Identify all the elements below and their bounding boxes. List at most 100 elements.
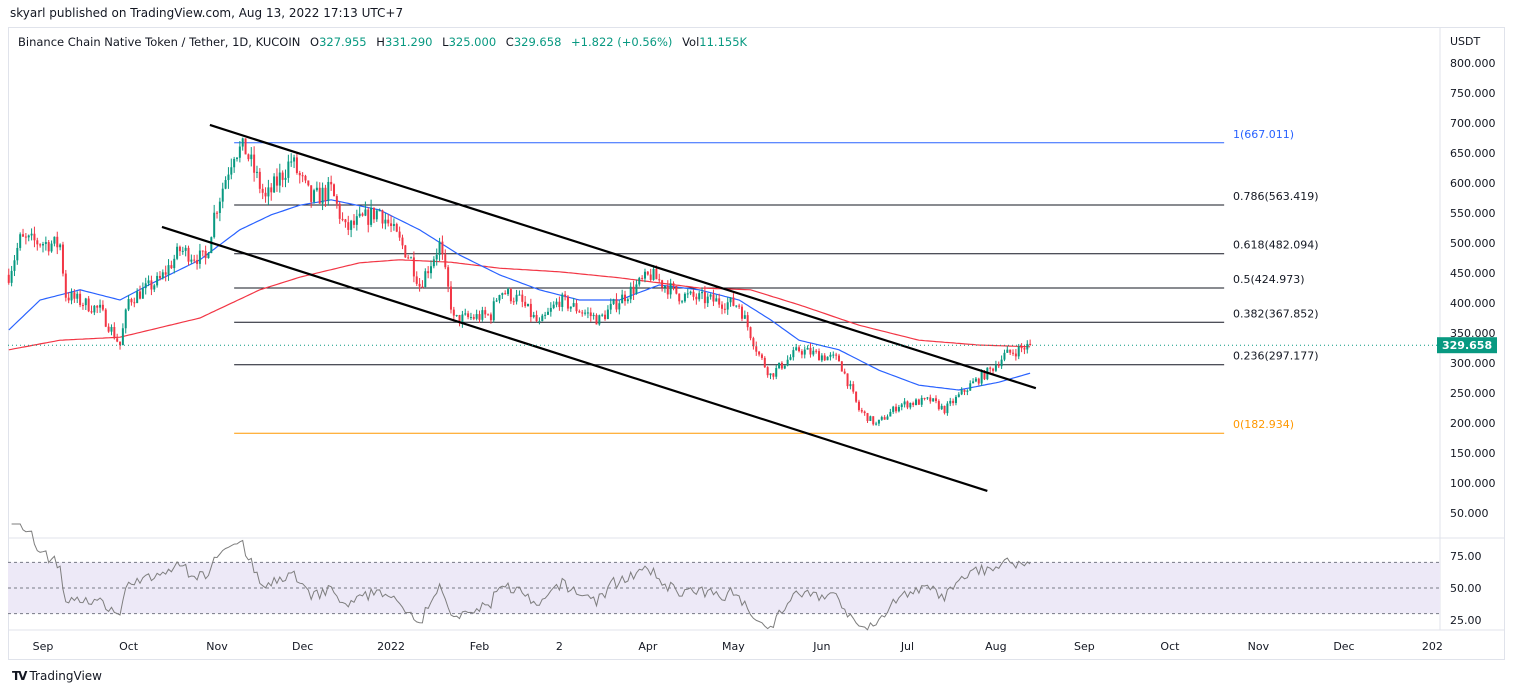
candle-body bbox=[829, 354, 832, 357]
candle-body bbox=[1026, 343, 1029, 350]
candle-body bbox=[27, 235, 30, 238]
candle-body bbox=[860, 410, 863, 412]
candle-body bbox=[253, 154, 256, 173]
candle-body bbox=[504, 293, 507, 295]
candle-body bbox=[912, 402, 915, 405]
candle-body bbox=[301, 175, 304, 177]
candle-body bbox=[390, 223, 393, 226]
candle-body bbox=[304, 175, 307, 181]
candle-body bbox=[877, 419, 880, 424]
open-label: O bbox=[310, 35, 320, 49]
candle-body bbox=[795, 347, 798, 351]
candle-body bbox=[59, 244, 62, 248]
candle-body bbox=[418, 283, 421, 287]
candle-body bbox=[201, 250, 204, 252]
candle-body bbox=[940, 405, 943, 410]
candle-body bbox=[236, 157, 239, 159]
candle-body bbox=[778, 362, 781, 369]
candle-body bbox=[444, 254, 447, 268]
candle-body bbox=[42, 244, 44, 246]
candle-body bbox=[61, 244, 64, 274]
candle-body bbox=[410, 257, 413, 259]
price-tick-label: 200.000 bbox=[1450, 417, 1496, 430]
candle-body bbox=[994, 365, 997, 371]
candle-body bbox=[946, 403, 949, 414]
candle-body bbox=[763, 357, 766, 368]
candle-body bbox=[564, 294, 567, 297]
time-tick-label: Jun bbox=[812, 640, 830, 653]
candle-body bbox=[281, 172, 284, 180]
candle-body bbox=[786, 359, 789, 366]
candle-body bbox=[81, 305, 84, 307]
time-tick-label: 202 bbox=[1422, 640, 1443, 653]
candle-body bbox=[932, 398, 935, 402]
candle-body bbox=[546, 311, 549, 315]
candle-body bbox=[566, 296, 569, 309]
candle-body bbox=[204, 250, 207, 259]
candle-body bbox=[501, 293, 504, 296]
fib-level-label: 0.236(297.177) bbox=[1233, 350, 1319, 363]
candle-body bbox=[158, 275, 161, 279]
candle-body bbox=[13, 260, 16, 271]
candle-body bbox=[224, 180, 227, 189]
rsi-line bbox=[11, 523, 1031, 631]
candle-body bbox=[190, 259, 193, 262]
candle-body bbox=[121, 328, 124, 346]
candle-body bbox=[275, 176, 278, 186]
candle-body bbox=[652, 268, 655, 280]
candle-body bbox=[198, 250, 201, 264]
candle-body bbox=[161, 272, 164, 279]
candle-body bbox=[290, 161, 293, 163]
candle-body bbox=[64, 273, 67, 298]
candle-body bbox=[387, 219, 390, 224]
high-number: 331.290 bbox=[384, 35, 433, 49]
candle-body bbox=[749, 327, 752, 339]
candle-body bbox=[949, 400, 952, 404]
candle-body bbox=[438, 241, 441, 255]
candle-body bbox=[338, 203, 341, 219]
candle-body bbox=[723, 308, 726, 310]
candle-body bbox=[698, 293, 701, 300]
trendline-lower-channel bbox=[161, 225, 988, 493]
price-tick-label: 550.000 bbox=[1450, 207, 1496, 220]
time-tick-label: Sep bbox=[1074, 640, 1095, 653]
candle-body bbox=[897, 407, 900, 412]
candle-body bbox=[592, 314, 595, 317]
candle-body bbox=[430, 266, 433, 274]
chart-frame[interactable] bbox=[8, 27, 1505, 660]
time-tick-label: Sep bbox=[33, 640, 54, 653]
candle-body bbox=[783, 365, 786, 369]
candle-body bbox=[481, 310, 484, 320]
candle-body bbox=[352, 220, 355, 225]
candle-body bbox=[712, 294, 715, 302]
volume-label: Vol bbox=[682, 35, 700, 49]
candle-body bbox=[604, 314, 607, 320]
candle-body bbox=[666, 285, 669, 295]
candle-body bbox=[127, 299, 130, 310]
candle-body bbox=[469, 317, 472, 319]
ma-slow-line bbox=[8, 259, 1031, 351]
candle-body bbox=[626, 299, 629, 302]
candle-body bbox=[395, 224, 398, 232]
candle-body bbox=[341, 218, 344, 220]
candle-body bbox=[843, 371, 846, 374]
candle-body bbox=[19, 234, 22, 248]
candle-body bbox=[358, 213, 361, 217]
candle-body bbox=[7, 274, 10, 283]
candle-body bbox=[498, 295, 501, 301]
candle-body bbox=[906, 401, 909, 408]
candle-body bbox=[866, 413, 869, 421]
candle-body bbox=[992, 368, 995, 371]
low-value: L325.000 bbox=[442, 35, 496, 49]
time-tick-label: 2 bbox=[556, 640, 563, 653]
candle-body bbox=[187, 247, 190, 262]
candle-body bbox=[920, 397, 923, 405]
rsi-tick-label: 75.00 bbox=[1450, 550, 1482, 563]
candle-body bbox=[264, 192, 267, 197]
candle-body bbox=[1020, 346, 1023, 349]
candle-body bbox=[495, 300, 498, 302]
candle-body bbox=[869, 416, 872, 421]
candle-body bbox=[883, 417, 886, 420]
candle-body bbox=[740, 306, 743, 319]
